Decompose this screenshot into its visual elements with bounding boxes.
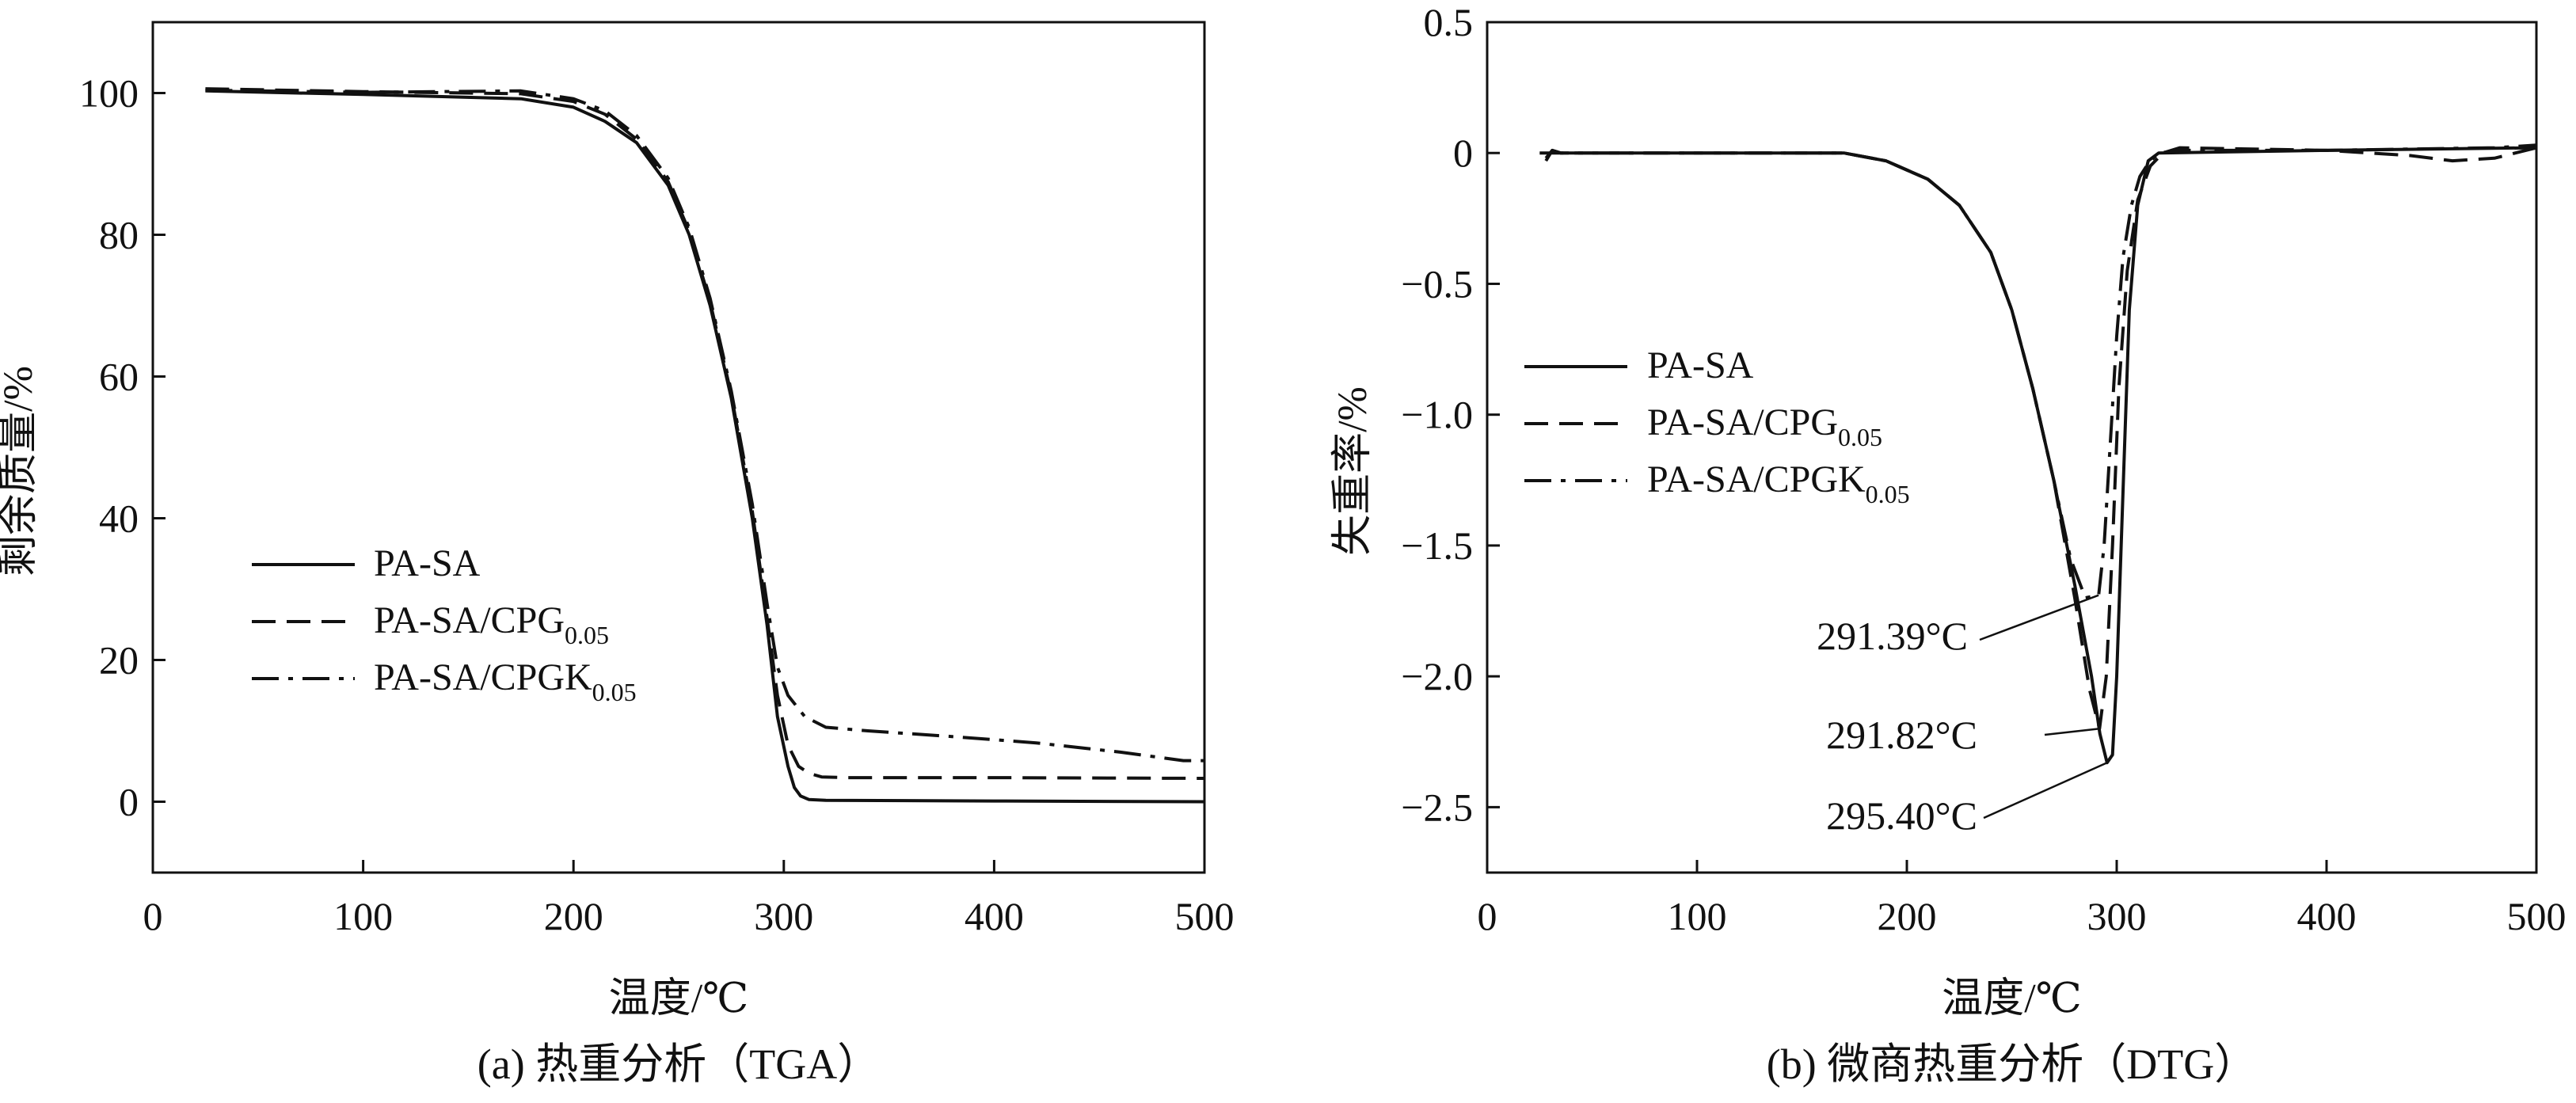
y-tick-label: 40 bbox=[99, 496, 139, 541]
annotation-leader-line bbox=[1979, 594, 2099, 641]
annotation-leader-line bbox=[1983, 762, 2108, 820]
x-tick-label: 400 bbox=[2297, 894, 2357, 938]
y-axis-label: 失重率/% bbox=[1330, 386, 1376, 556]
y-tick-label: 0.5 bbox=[1424, 0, 1474, 44]
legend-entry-label: PA-SA/CPG0.05 bbox=[1647, 401, 1882, 451]
legend-entry-label: PA-SA bbox=[374, 542, 481, 584]
chart-dtg: 0 100 200 300 400 500 0.5 0 −0.5 −1.0 −1.5 −2.0 −2.5… bbox=[1330, 0, 2566, 1088]
x-tick-label: 0 bbox=[1478, 894, 1497, 938]
y-tick-label: −2.0 bbox=[1401, 654, 1473, 698]
annotation-label: 295.40°C bbox=[1826, 793, 1977, 838]
chart-tga: 0 100 200 300 400 500 0 20 40 60 80 100 温度/℃ 剩余质量/% (a… bbox=[0, 21, 1235, 1088]
legend-entry-label: PA-SA/CPGK0.05 bbox=[1647, 458, 1910, 508]
y-tick-label: 60 bbox=[99, 355, 139, 399]
y-tick-label: 20 bbox=[99, 638, 139, 683]
legend-entry-subscript: 0.05 bbox=[565, 621, 609, 649]
y-axis-label: 剩余质量/% bbox=[0, 366, 41, 576]
series-line-pa-sa bbox=[1539, 146, 2536, 765]
legend-entry-label: PA-SA/CPG0.05 bbox=[374, 599, 609, 649]
plot-frame bbox=[1486, 21, 2538, 874]
plot-frame bbox=[151, 21, 1206, 874]
x-axis-label: 温度/℃ bbox=[1942, 976, 2082, 1021]
x-tick-label: 100 bbox=[1668, 894, 1727, 938]
series-line-pa-sa-cpgk0-05 bbox=[1544, 143, 2536, 599]
annotation-label: 291.82°C bbox=[1826, 713, 1977, 757]
x-tick-label: 200 bbox=[1878, 894, 1937, 938]
x-tick-label: 500 bbox=[1175, 894, 1235, 938]
annotation-label: 291.39°C bbox=[1817, 614, 1968, 658]
y-tick-label: −2.5 bbox=[1401, 785, 1473, 829]
series-line-pa-sa bbox=[205, 89, 1204, 804]
y-tick-label: −0.5 bbox=[1401, 261, 1473, 306]
x-tick-label: 500 bbox=[2507, 894, 2566, 938]
y-tick-label: −1.0 bbox=[1401, 393, 1473, 437]
y-tick-label: −1.5 bbox=[1401, 523, 1473, 568]
x-tick-label: 0 bbox=[143, 894, 163, 938]
legend-entry-subscript: 0.05 bbox=[592, 678, 637, 706]
x-tick-label: 300 bbox=[754, 894, 813, 938]
legend-entry-label: PA-SA/CPGK0.05 bbox=[374, 656, 637, 706]
legend-entry-subscript: 0.05 bbox=[1866, 480, 1910, 508]
y-tick-label: 80 bbox=[99, 213, 139, 257]
x-tick-label: 300 bbox=[2087, 894, 2147, 938]
figure-caption: (a) 热重分析（TGA） bbox=[478, 1040, 880, 1088]
x-axis-label: 温度/℃ bbox=[609, 976, 749, 1021]
x-tick-label: 400 bbox=[965, 894, 1024, 938]
legend-entry-label: PA-SA bbox=[1647, 344, 1754, 386]
x-tick-label: 200 bbox=[544, 894, 603, 938]
y-tick-label: 0 bbox=[119, 780, 139, 824]
legend-entry-subscript: 0.05 bbox=[1838, 423, 1882, 451]
y-tick-label: 0 bbox=[1453, 131, 1473, 175]
annotation-leader-line bbox=[2044, 728, 2100, 736]
series-line-pa-sa-cpgk0-05 bbox=[205, 88, 1204, 763]
y-tick-label: 100 bbox=[79, 71, 139, 116]
series-line-pa-sa-cpg0-05 bbox=[205, 87, 1204, 780]
figure-caption: (b) 微商热重分析（DTG） bbox=[1767, 1040, 2257, 1088]
x-tick-label: 100 bbox=[333, 894, 393, 938]
